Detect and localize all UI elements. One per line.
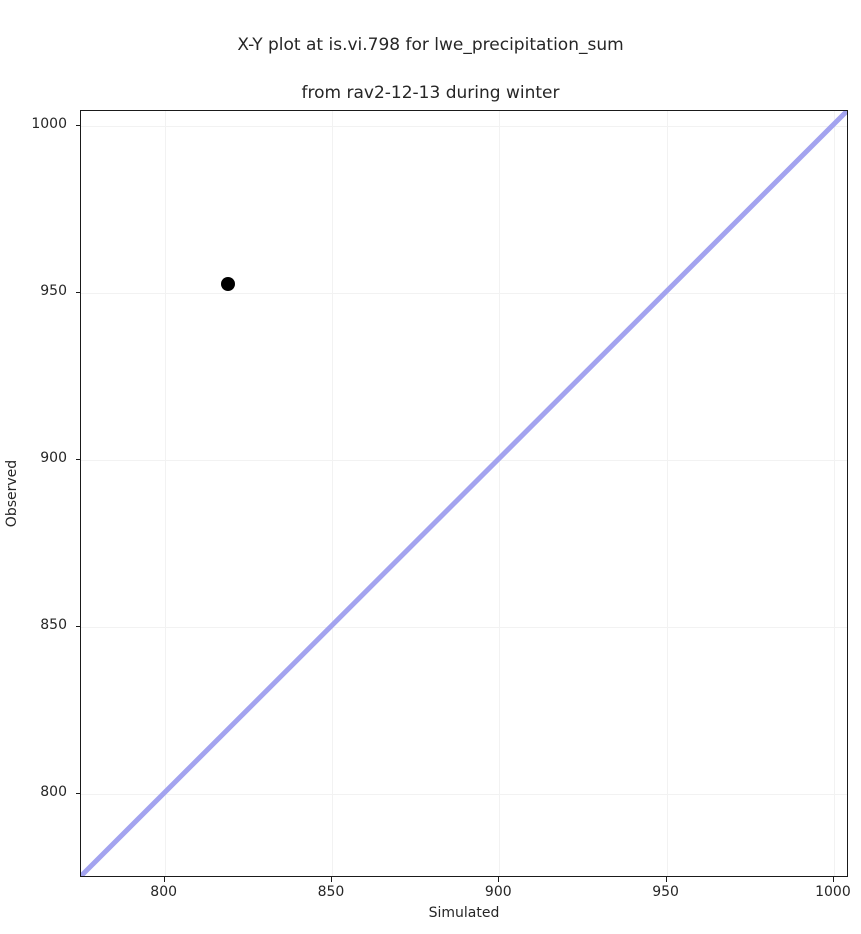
gridline-horizontal [81,126,847,128]
x-tick-mark [163,877,165,882]
gridline-vertical [833,111,835,876]
y-tick-label: 950 [40,283,67,300]
one-to-one-line [81,111,847,876]
chart-title: X-Y plot at is.vi.798 for lwe_precipitat… [0,9,861,129]
chart-title-line-2: from rav2-12-13 during winter [301,83,560,103]
gridline-vertical [499,111,501,876]
y-tick-mark [75,793,80,795]
plot-area [80,110,848,877]
y-axis-label: Observed [4,459,20,528]
gridline-vertical [331,111,333,876]
x-tick-label: 950 [652,884,679,900]
gridline-horizontal [81,794,847,796]
x-tick-label: 800 [150,884,178,900]
y-tick-label: 800 [40,784,67,801]
y-tick-mark [75,292,80,294]
x-tick-label: 850 [317,884,345,900]
gridline-vertical [666,111,668,876]
x-tick-label: 900 [484,884,512,900]
y-tick-mark [75,626,80,628]
y-tick-label: 900 [40,450,67,467]
gridline-vertical [164,111,166,876]
chart-title-line-1: X-Y plot at is.vi.798 for lwe_precipitat… [237,35,624,55]
data-point [220,277,235,292]
x-tick-mark [832,877,834,882]
x-tick-mark [665,877,667,882]
y-tick-label: 1000 [31,116,67,133]
x-tick-mark [498,877,500,882]
x-tick-mark [330,877,332,882]
gridline-horizontal [81,460,847,462]
y-tick-mark [75,125,80,127]
x-tick-label: 1000 [815,884,851,900]
y-tick-label: 850 [40,617,67,634]
x-axis-label: Simulated [428,905,500,921]
gridline-horizontal [81,293,847,295]
y-tick-mark [75,459,80,461]
gridline-horizontal [81,627,847,629]
